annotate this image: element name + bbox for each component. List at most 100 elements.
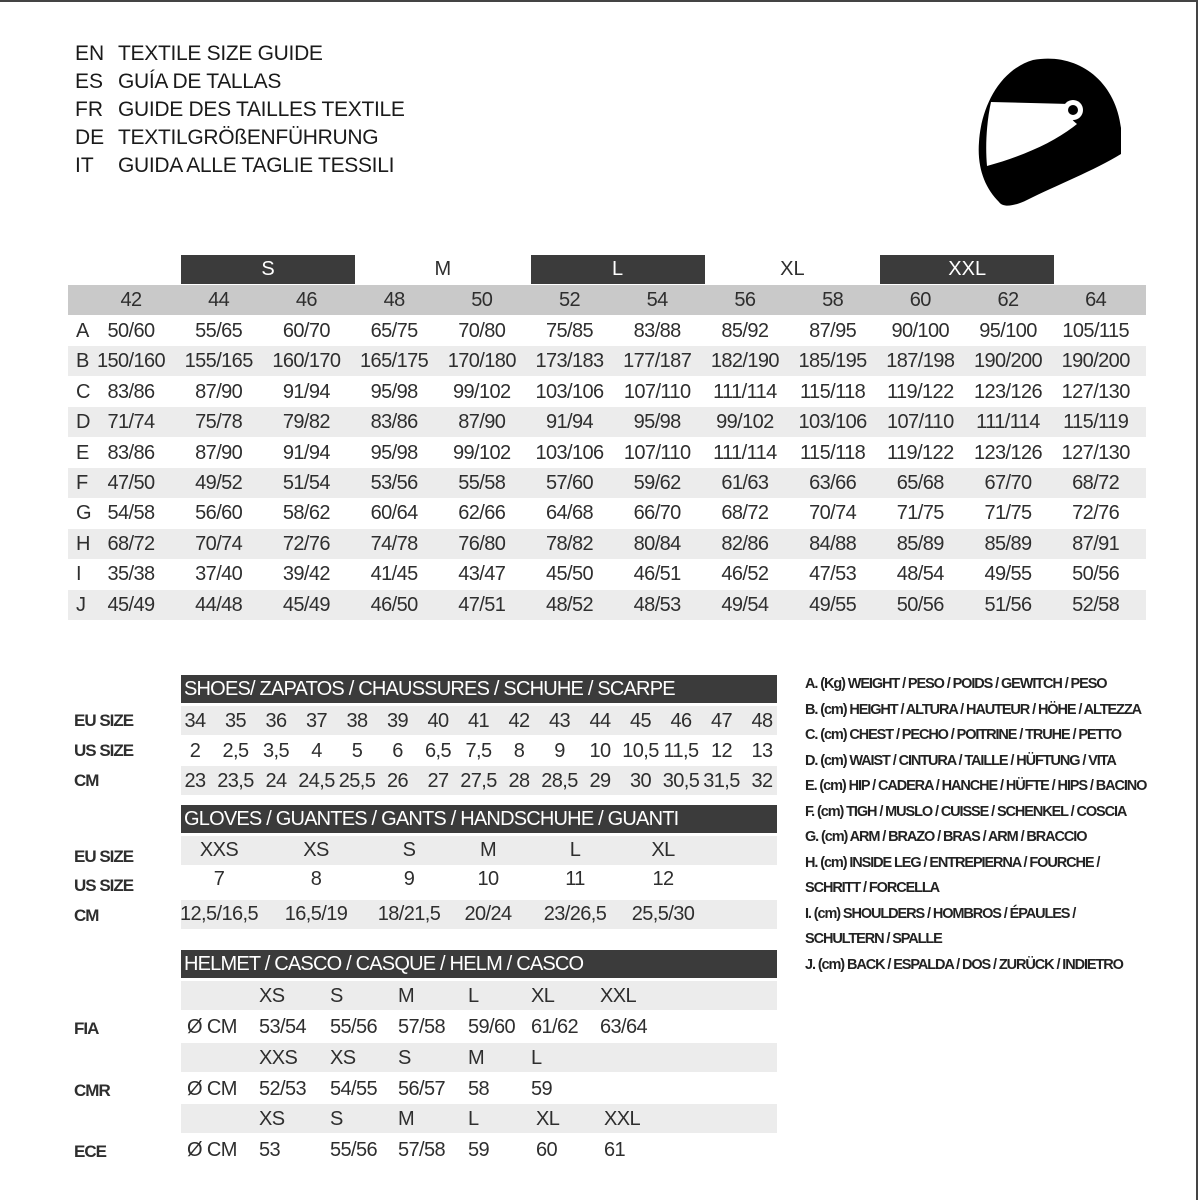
- shoe-cell: 2: [189, 740, 201, 762]
- table-cell: 52/58: [1072, 593, 1120, 616]
- table-cell: 103/106: [535, 380, 604, 403]
- table-cell: 48/52: [545, 593, 594, 616]
- table-cell: 59/62: [633, 472, 682, 494]
- shoe-cell: 24: [265, 770, 287, 792]
- table-cell: 65/68: [896, 472, 945, 494]
- table-cell: 46/51: [633, 563, 682, 586]
- table-cell: 190/200: [1061, 350, 1131, 373]
- shoes-row-label: US SIZE: [74, 741, 134, 760]
- table-cell: 58/62: [282, 502, 331, 525]
- size-group-xl: XL: [780, 258, 805, 280]
- legend-line: I. (cm) SHOULDERS / HOMBROS / ÉPAULES /: [805, 905, 1076, 922]
- helmet-title-bar: HELMET / CASCO / CASQUE / HELM / CASCO: [181, 950, 777, 978]
- row-stripe: [68, 346, 1146, 377]
- table-cell: 165/175: [360, 350, 429, 373]
- shoe-cell: 27: [427, 770, 449, 792]
- size-header: 54: [646, 289, 669, 311]
- table-cell: 85/92: [721, 320, 769, 342]
- row-stripe: [181, 1104, 777, 1133]
- shoes-row-label: EU SIZE: [74, 711, 134, 730]
- table-cell: 53/56: [370, 472, 419, 494]
- table-cell: 87/91: [1072, 532, 1120, 555]
- table-cell: 50/56: [896, 593, 945, 616]
- gloves-row-label: EU SIZE: [74, 847, 134, 866]
- shoe-cell: 38: [346, 710, 368, 732]
- table-cell: 49/55: [984, 563, 1032, 586]
- shoe-cell: 35: [224, 710, 247, 732]
- helmet-size: XXL: [604, 1108, 641, 1130]
- helmet-value: 63/64: [600, 1016, 648, 1038]
- gloves-row-label: US SIZE: [74, 876, 134, 895]
- shoe-cell: 3,5: [262, 740, 290, 762]
- table-cell: 49/52: [195, 472, 243, 494]
- header-code: IT: [75, 154, 94, 177]
- table-cell: 68/72: [721, 502, 769, 525]
- row-letter: D: [76, 411, 90, 434]
- legend-line: SCHULTERN / SPALLE: [805, 931, 943, 947]
- table-cell: 90/100: [891, 320, 950, 342]
- size-group-l: L: [530, 255, 705, 284]
- glove-cell: 16,5/19: [284, 903, 348, 925]
- glove-cell: XXS: [199, 839, 239, 861]
- table-cell: 91/94: [282, 380, 331, 403]
- shoe-cell: 8: [513, 740, 525, 762]
- table-cell: 99/102: [453, 380, 511, 403]
- helmet-size: XS: [259, 1108, 285, 1130]
- helmet-size: M: [468, 1046, 485, 1069]
- table-cell: 67/70: [984, 472, 1032, 494]
- table-cell: 107/110: [623, 441, 691, 464]
- table-cell: 182/190: [710, 350, 780, 373]
- row-stripe: [181, 706, 777, 735]
- table-cell: 95/100: [979, 320, 1037, 342]
- shoe-cell: 23,5: [217, 770, 254, 792]
- row-stripe: [181, 766, 777, 795]
- shoes-title-bar: SHOES/ ZAPATOS / CHAUSSURES / SCHUHE / S…: [181, 675, 777, 703]
- table-cell: 85/89: [984, 532, 1032, 555]
- table-cell: 111/114: [713, 380, 777, 403]
- row-stripe: [181, 900, 777, 929]
- table-cell: 46/50: [370, 593, 419, 616]
- table-cell: 79/82: [282, 411, 331, 434]
- helmet-value: 59: [468, 1139, 490, 1161]
- glove-cell: XS: [303, 839, 329, 861]
- table-cell: 49/55: [809, 593, 857, 616]
- table-cell: 105/115: [1062, 320, 1129, 342]
- shoe-cell: 47: [710, 710, 733, 732]
- shoe-cell: 9: [554, 740, 565, 762]
- table-cell: 103/106: [535, 441, 604, 464]
- shoe-cell: 40: [427, 710, 449, 732]
- legend-line: E. (cm) HIP / CADERA / HANCHE / HÜFTE / …: [805, 778, 1147, 794]
- table-cell: 61/63: [721, 472, 769, 494]
- helmet-value: 55/56: [330, 1016, 378, 1038]
- header-title: GUÍA DE TALLAS: [118, 70, 282, 93]
- shoe-cell: 32: [751, 770, 773, 792]
- shoe-cell: 39: [386, 710, 409, 732]
- glove-cell: M: [479, 839, 497, 861]
- header-code: DE: [75, 126, 105, 149]
- helmet-value: 58: [468, 1077, 490, 1100]
- table-cell: 55/58: [458, 472, 506, 494]
- size-header: 44: [208, 289, 230, 311]
- table-cell: 160/170: [272, 350, 341, 373]
- table-cell: 47/53: [809, 563, 857, 586]
- legend-line: F. (cm) TIGH / MUSLO / CUISSE / SCHENKEL…: [805, 803, 1127, 820]
- table-cell: 46/52: [721, 563, 769, 586]
- row-letter: F: [76, 472, 88, 494]
- size-group-s: S: [181, 255, 355, 284]
- table-cell: 107/110: [886, 411, 954, 434]
- table-cell: 170/180: [447, 350, 517, 373]
- table-cell: 99/102: [453, 441, 511, 464]
- glove-cell: 18/21,5: [377, 903, 441, 925]
- table-cell: 44/48: [195, 593, 243, 616]
- table-cell: 48/53: [633, 593, 682, 616]
- row-stripe: [68, 468, 1146, 498]
- table-cell: 70/74: [809, 502, 857, 525]
- header-code: ES: [75, 70, 104, 93]
- helmet-value: 59/60: [468, 1016, 516, 1038]
- table-cell: 51/56: [984, 593, 1032, 616]
- table-cell: 47/51: [458, 593, 506, 616]
- shoe-cell: 28,5: [541, 770, 578, 792]
- helmet-value: 57/58: [398, 1016, 446, 1038]
- gloves-row-label: CM: [74, 906, 99, 925]
- table-cell: 87/90: [195, 441, 243, 464]
